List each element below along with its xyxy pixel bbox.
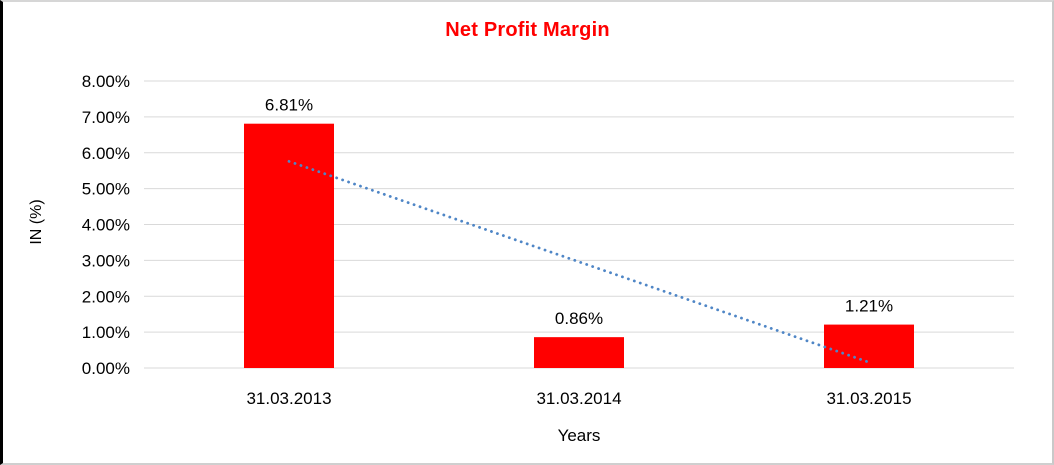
x-tick-label: 31.03.2015 — [826, 389, 911, 408]
y-tick-label: 4.00% — [82, 216, 130, 235]
data-label: 6.81% — [265, 96, 313, 115]
y-tick-label: 1.00% — [82, 323, 130, 342]
y-tick-label: 3.00% — [82, 251, 130, 270]
data-label: 0.86% — [555, 309, 603, 328]
chart-plot-area: 0.00% 1.00% 2.00% 3.00% 4.00% 5.00% 6.00% 7.00%… — [82, 72, 1014, 408]
x-tick-label: 31.03.2014 — [536, 389, 621, 408]
y-tick-label: 6.00% — [82, 144, 130, 163]
bar-31.03.2014 — [534, 337, 624, 368]
y-axis-title: IN (%) — [28, 199, 45, 245]
bar-31.03.2015 — [824, 324, 914, 368]
x-axis-title: Years — [557, 426, 601, 445]
y-tick-label: 8.00% — [82, 72, 130, 91]
y-tick-label: 0.00% — [82, 359, 130, 378]
data-label: 1.21% — [845, 297, 893, 316]
bar-31.03.2013 — [244, 123, 334, 368]
y-tick-label: 2.00% — [82, 287, 130, 306]
trendline — [287, 159, 871, 364]
y-tick-label: 5.00% — [82, 180, 130, 199]
chart-title: Net Profit Margin — [445, 19, 610, 41]
y-tick-label: 7.00% — [82, 108, 130, 127]
x-tick-label: 31.03.2013 — [246, 389, 331, 408]
